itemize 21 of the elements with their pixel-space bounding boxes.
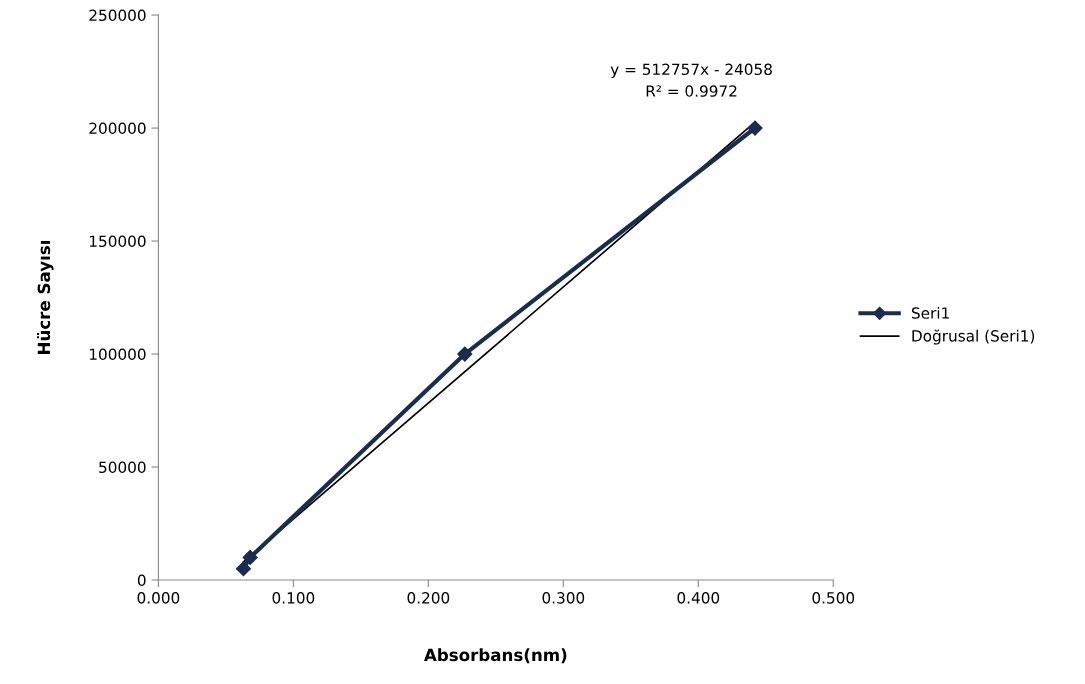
y-tick-label: 50000: [99, 461, 146, 474]
y-tick-label: 100000: [89, 348, 146, 361]
x-tick-label: 0.300: [542, 592, 585, 604]
point: [242, 549, 258, 566]
legend-label: Seri1: [911, 306, 949, 319]
y-axis-title: Hücre Sayısı: [37, 240, 54, 354]
point: [235, 561, 252, 577]
x-tick-label: 0.400: [677, 592, 720, 604]
point: [457, 346, 473, 362]
y-tick-label: 250000: [89, 9, 146, 22]
x-tick-label: 0.200: [407, 592, 450, 604]
x-tick-label: 0.000: [137, 592, 180, 604]
x-axis-title: Absorbans(nm): [424, 648, 567, 664]
point: [747, 120, 763, 136]
x-tick-label: 0.500: [812, 592, 855, 604]
legend-label: Doğrusal (Seri1): [912, 329, 1035, 345]
annotation: y = 512757x - 24058 R² = 0.9972: [610, 63, 772, 97]
y-tick-label: 150000: [89, 235, 146, 248]
y-tick-label: 200000: [89, 122, 146, 135]
y-tick-label: 0: [137, 574, 146, 587]
x-tick-label: 0.100: [272, 592, 315, 604]
